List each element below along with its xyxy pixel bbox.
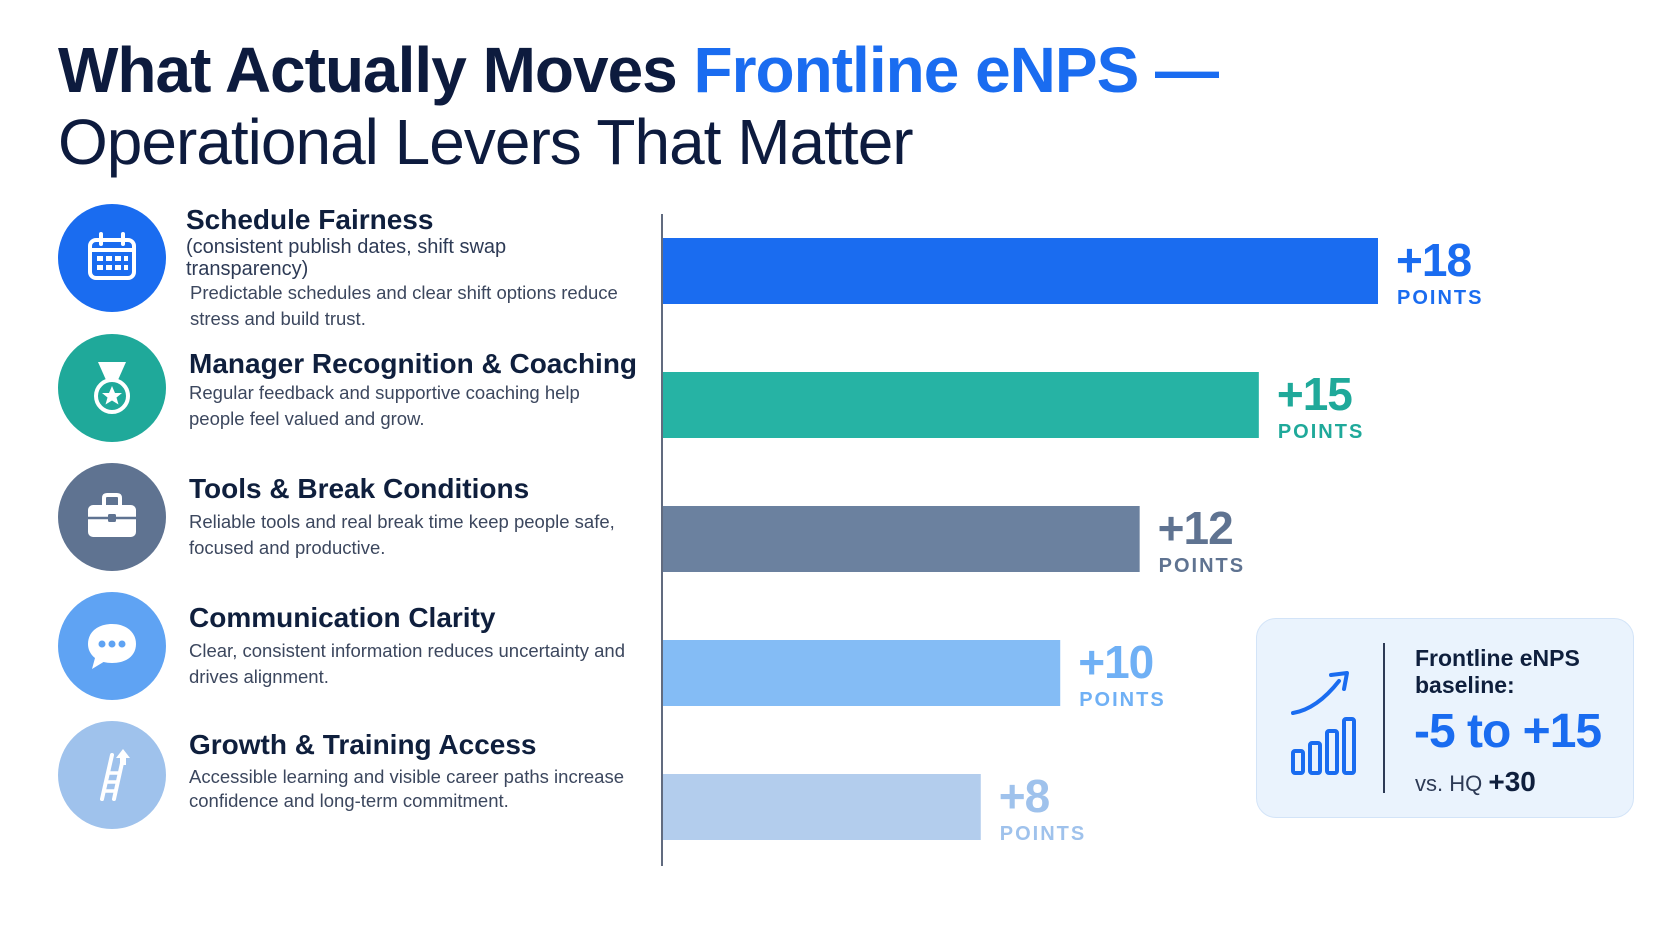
callout-compare-prefix: vs. HQ: [1415, 771, 1489, 796]
lever-row-communication: Communication Clarity Clear, consistent …: [58, 592, 658, 702]
callout-label: Frontline eNPS baseline:: [1415, 645, 1580, 698]
bar-value-label: +12: [1158, 502, 1233, 554]
bar-5: [663, 774, 981, 840]
lever-description: Accessible learning and visible career p…: [189, 766, 624, 811]
bar-unit-label: POINTS: [1159, 555, 1245, 577]
lever-heading: Growth & Training Access: [189, 729, 537, 760]
lever-heading: Communication Clarity: [189, 602, 496, 633]
lever-icon-circle: [58, 334, 166, 442]
lever-icon-circle: [58, 721, 166, 829]
callout-compare: vs. HQ +30: [1415, 767, 1536, 799]
ladder-icon: [100, 749, 130, 801]
callout-compare-value: +30: [1488, 766, 1536, 797]
lever-row-manager-recognition: Manager Recognition & Coaching Regular f…: [58, 334, 658, 444]
callout-divider: [1383, 643, 1385, 793]
lever-row-schedule-fairness: Schedule Fairness (consistent publish da…: [58, 204, 658, 329]
title-line-1: What Actually Moves Frontline eNPS —: [58, 34, 1219, 106]
lever-row-growth-training: Growth & Training Access Accessible lear…: [58, 721, 658, 831]
title-line-2: Operational Levers That Matter: [58, 106, 914, 178]
bar-value-label: +10: [1078, 636, 1153, 688]
lever-description: Reliable tools and real break time keep …: [189, 511, 615, 558]
title-prefix: What Actually Moves: [58, 34, 694, 106]
bar-3: [663, 506, 1140, 572]
bar-value-label: +8: [999, 770, 1050, 822]
medal-icon: [94, 362, 130, 414]
trend-up-icon: [1291, 671, 1356, 775]
bar-1: [663, 238, 1378, 304]
lever-description: Predictable schedules and clear shift op…: [190, 282, 618, 329]
lever-heading: Manager Recognition & Coaching: [189, 348, 638, 379]
title-accent: Frontline eNPS —: [693, 34, 1219, 106]
lever-row-tools-break: Tools & Break Conditions Reliable tools …: [58, 463, 658, 573]
bar-unit-label: POINTS: [1278, 421, 1364, 443]
lever-icon-circle: [58, 463, 166, 571]
baseline-callout: Frontline eNPS baseline: -5 to +15 vs. H…: [1256, 618, 1634, 818]
calendar-icon: [88, 232, 136, 280]
callout-range: -5 to +15: [1414, 705, 1602, 758]
lever-description: Regular feedback and supportive coaching…: [189, 382, 580, 429]
bar-2: [663, 372, 1259, 438]
page-title: What Actually Moves Frontline eNPS — Ope…: [58, 34, 1219, 178]
chat-bubble-icon: [88, 624, 136, 669]
lever-description: Clear, consistent information reduces un…: [189, 640, 626, 687]
lever-icon-circle: [58, 204, 166, 312]
bar-unit-label: POINTS: [1000, 823, 1086, 845]
bar-unit-label: POINTS: [1079, 689, 1165, 711]
lever-heading: Tools & Break Conditions: [189, 473, 530, 504]
lever-icon-circle: [58, 592, 166, 700]
bar-unit-label: POINTS: [1397, 287, 1483, 309]
lever-subheading: (consistent publish dates, shift swap tr…: [186, 236, 507, 280]
bar-value-label: +18: [1396, 234, 1471, 286]
lever-heading: Schedule Fairness: [186, 204, 434, 235]
bar-4: [663, 640, 1061, 706]
bar-value-label: +15: [1277, 368, 1352, 420]
toolbox-icon: [88, 493, 136, 537]
